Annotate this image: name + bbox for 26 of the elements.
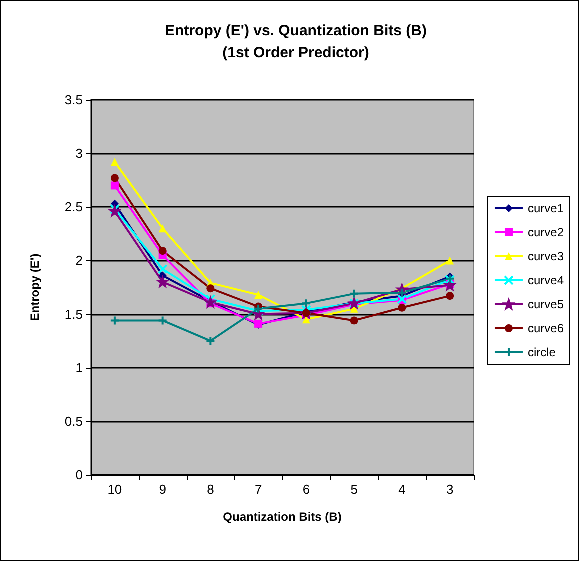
legend-label: circle: [528, 346, 556, 360]
x-tick-label: 8: [207, 482, 214, 497]
x-tick-label: 3: [446, 482, 454, 497]
y-tick-label: 2.5: [64, 200, 83, 215]
y-tick-label: 3: [76, 146, 83, 162]
y-tick-label: 0: [76, 468, 83, 482]
legend-label: curve6: [528, 322, 564, 336]
x-axis-title: Quantization Bits (B): [223, 510, 342, 524]
legend-label: curve5: [528, 298, 564, 312]
chart-title: Entropy (E') vs. Quantization Bits (B) (1st Order Predictor): [165, 22, 427, 62]
x-tick-label: 4: [398, 482, 406, 497]
y-tick-label: 2: [76, 253, 83, 268]
x-tick-label: 6: [302, 482, 310, 497]
legend-label: curve2: [528, 226, 564, 240]
legend-label: curve4: [528, 274, 564, 288]
y-axis-title: Entropy (E'): [28, 254, 42, 322]
y-tick-label: 0.5: [64, 414, 83, 429]
legend-label: curve1: [528, 202, 564, 216]
x-tick-label: 9: [159, 482, 166, 497]
y-tick-label: 1.5: [64, 306, 83, 322]
x-tick-label: 5: [350, 482, 358, 497]
y-tick-label: 3.5: [64, 92, 83, 108]
legend-label: curve3: [528, 250, 564, 264]
x-tick-label: 10: [108, 482, 122, 497]
y-tick-label: 1: [76, 360, 83, 376]
x-tick-label: 7: [254, 482, 262, 497]
